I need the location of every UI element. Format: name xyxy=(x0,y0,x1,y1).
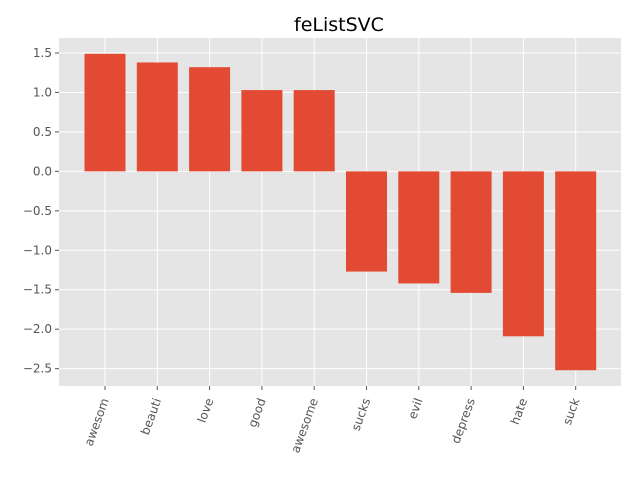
x-tick-label: good xyxy=(245,396,268,429)
x-tick-label: evil xyxy=(405,396,425,421)
x-tick-label: love xyxy=(195,396,217,424)
x-tick-label: suck xyxy=(560,396,583,427)
y-tick-label: 1.5 xyxy=(33,46,52,60)
y-tick-label: 1.0 xyxy=(33,85,52,99)
bar-suck xyxy=(555,171,597,371)
x-tick-label: depress xyxy=(449,396,478,445)
bar-awesome xyxy=(293,90,335,172)
y-tick-label: −0.5 xyxy=(23,204,52,218)
bar-good xyxy=(241,90,283,172)
x-tick-label: awesome xyxy=(288,396,321,455)
y-tick-label: −1.5 xyxy=(23,283,52,297)
y-tick-label: −2.0 xyxy=(23,322,52,336)
x-axis-ticks: awesom beauti love good awesome sucks evil depr… xyxy=(82,386,583,455)
y-tick-label: −2.5 xyxy=(23,362,52,376)
bar-beauti xyxy=(136,62,178,172)
x-tick-label: sucks xyxy=(349,396,374,432)
y-tick-label: 0.5 xyxy=(33,125,52,139)
bar-awesom xyxy=(84,53,126,172)
x-tick-label: awesom xyxy=(82,396,112,448)
x-tick-label: beauti xyxy=(138,396,164,436)
bar-evil xyxy=(398,171,440,284)
x-tick-label: hate xyxy=(508,396,530,426)
bar-love xyxy=(189,67,231,172)
bar-depress xyxy=(450,171,492,293)
bar-sucks xyxy=(346,171,387,272)
y-axis-ticks: 1.5 1.0 0.5 0.0 −0.5 −1.0 −1.5 −2.0 −2.5 xyxy=(23,46,59,376)
chart-title: feListSVC xyxy=(294,14,384,36)
bars xyxy=(84,53,597,371)
y-tick-label: −1.0 xyxy=(23,243,52,257)
y-tick-label: 0.0 xyxy=(33,164,52,178)
bar-hate xyxy=(502,171,544,337)
